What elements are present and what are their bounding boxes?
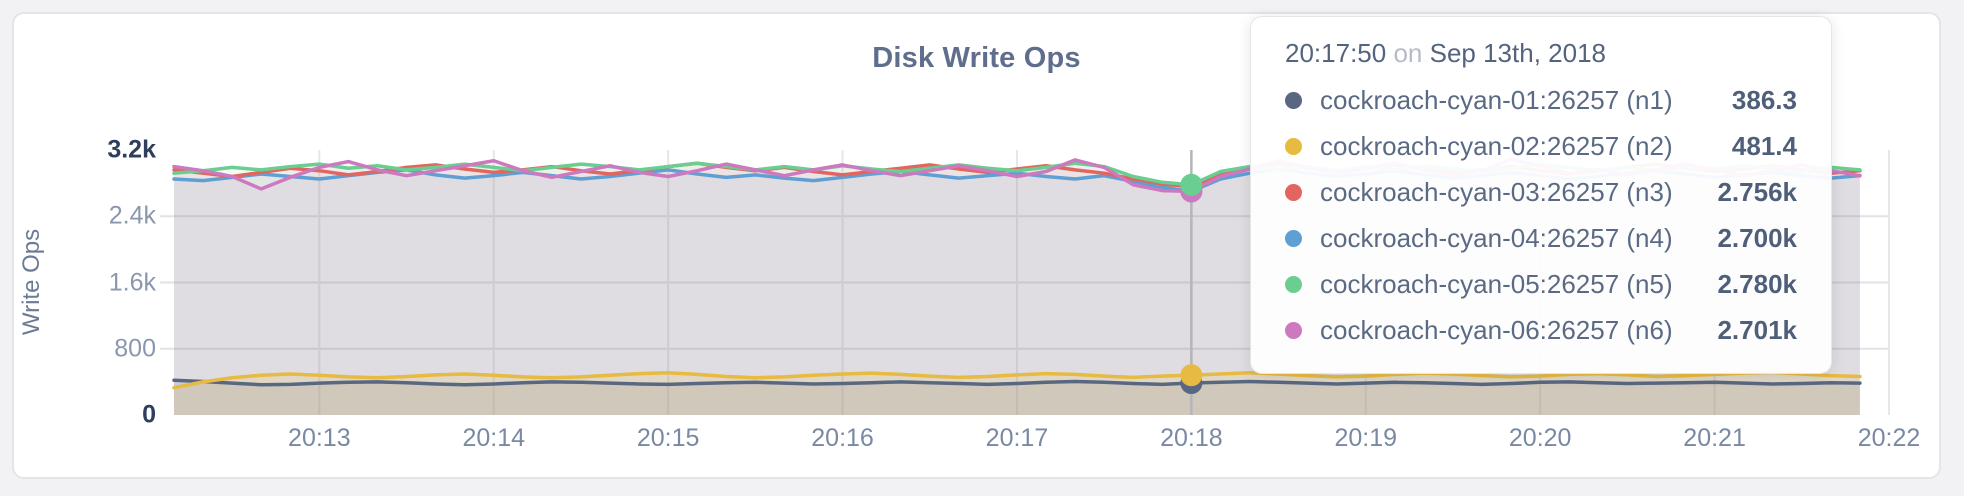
series-color-dot bbox=[1285, 229, 1302, 247]
series-name: cockroach-cyan-01:26257 (n1) bbox=[1320, 84, 1673, 115]
series-name: cockroach-cyan-04:26257 (n4) bbox=[1320, 222, 1673, 253]
tooltip-header: 20:17:50 on Sep 13th, 2018 bbox=[1285, 35, 1797, 71]
series-value: 481.4 bbox=[1731, 130, 1797, 161]
tooltip-row: cockroach-cyan-05:26257 (n5) 2.780k bbox=[1285, 261, 1797, 307]
tooltip-row: cockroach-cyan-04:26257 (n4) 2.700k bbox=[1285, 215, 1797, 261]
series-color-dot bbox=[1285, 137, 1302, 155]
chart-tooltip: 20:17:50 on Sep 13th, 2018 cockroach-cya… bbox=[1250, 16, 1832, 374]
series-value: 2.780k bbox=[1717, 268, 1797, 299]
series-value: 2.700k bbox=[1717, 222, 1797, 253]
series-color-dot bbox=[1285, 91, 1302, 109]
series-color-dot bbox=[1285, 321, 1302, 339]
series-color-dot bbox=[1285, 183, 1302, 201]
hover-dot bbox=[1180, 364, 1203, 387]
x-tick-label: 20:22 bbox=[1857, 424, 1921, 452]
tooltip-row: cockroach-cyan-02:26257 (n2) 481.4 bbox=[1285, 123, 1797, 169]
series-value: 2.756k bbox=[1717, 176, 1797, 207]
series-area bbox=[174, 372, 1860, 415]
series-value: 2.701k bbox=[1717, 314, 1797, 345]
series-name: cockroach-cyan-02:26257 (n2) bbox=[1320, 130, 1673, 161]
hover-dot bbox=[1180, 173, 1203, 196]
y-tick-label: 2.4k bbox=[108, 201, 156, 230]
series-area bbox=[174, 380, 1860, 415]
series-name: cockroach-cyan-03:26257 (n3) bbox=[1320, 176, 1673, 207]
tooltip-time: 20:17:50 bbox=[1285, 38, 1387, 68]
x-tick-label: 20:13 bbox=[288, 424, 351, 452]
x-tick-label: 20:16 bbox=[811, 424, 874, 452]
tooltip-row: cockroach-cyan-01:26257 (n1) 386.3 bbox=[1285, 77, 1797, 123]
x-tick-label: 20:14 bbox=[462, 424, 526, 452]
series-line bbox=[172, 378, 1862, 387]
x-tick-label: 20:18 bbox=[1160, 424, 1223, 452]
series-name: cockroach-cyan-06:26257 (n6) bbox=[1320, 314, 1673, 345]
y-tick-label: 3.2k bbox=[107, 135, 156, 164]
x-tick-label: 20:17 bbox=[985, 424, 1049, 452]
tooltip-row: cockroach-cyan-06:26257 (n6) 2.701k bbox=[1285, 307, 1797, 353]
x-tick-label: 20:15 bbox=[636, 424, 700, 452]
chart-card: Disk Write Ops Write Ops 3.2k 2.4k 1.6k 800… bbox=[12, 12, 1941, 479]
chart-title: Disk Write Ops bbox=[872, 42, 1081, 74]
x-tick-label: 20:20 bbox=[1508, 424, 1572, 452]
y-tick-label: 0 bbox=[142, 400, 156, 429]
x-tick-label: 20:19 bbox=[1334, 424, 1398, 452]
tooltip-date: Sep 13th, 2018 bbox=[1429, 38, 1606, 68]
y-tick-label: 800 bbox=[114, 334, 156, 363]
tooltip-on-label: on bbox=[1393, 38, 1423, 68]
y-tick-label: 1.6k bbox=[108, 268, 156, 296]
x-tick-label: 20:21 bbox=[1683, 424, 1746, 452]
series-color-dot bbox=[1285, 275, 1302, 293]
series-line bbox=[172, 370, 1862, 390]
series-name: cockroach-cyan-05:26257 (n5) bbox=[1320, 268, 1673, 299]
series-value: 386.3 bbox=[1731, 84, 1797, 115]
tooltip-row: cockroach-cyan-03:26257 (n3) 2.756k bbox=[1285, 169, 1797, 215]
